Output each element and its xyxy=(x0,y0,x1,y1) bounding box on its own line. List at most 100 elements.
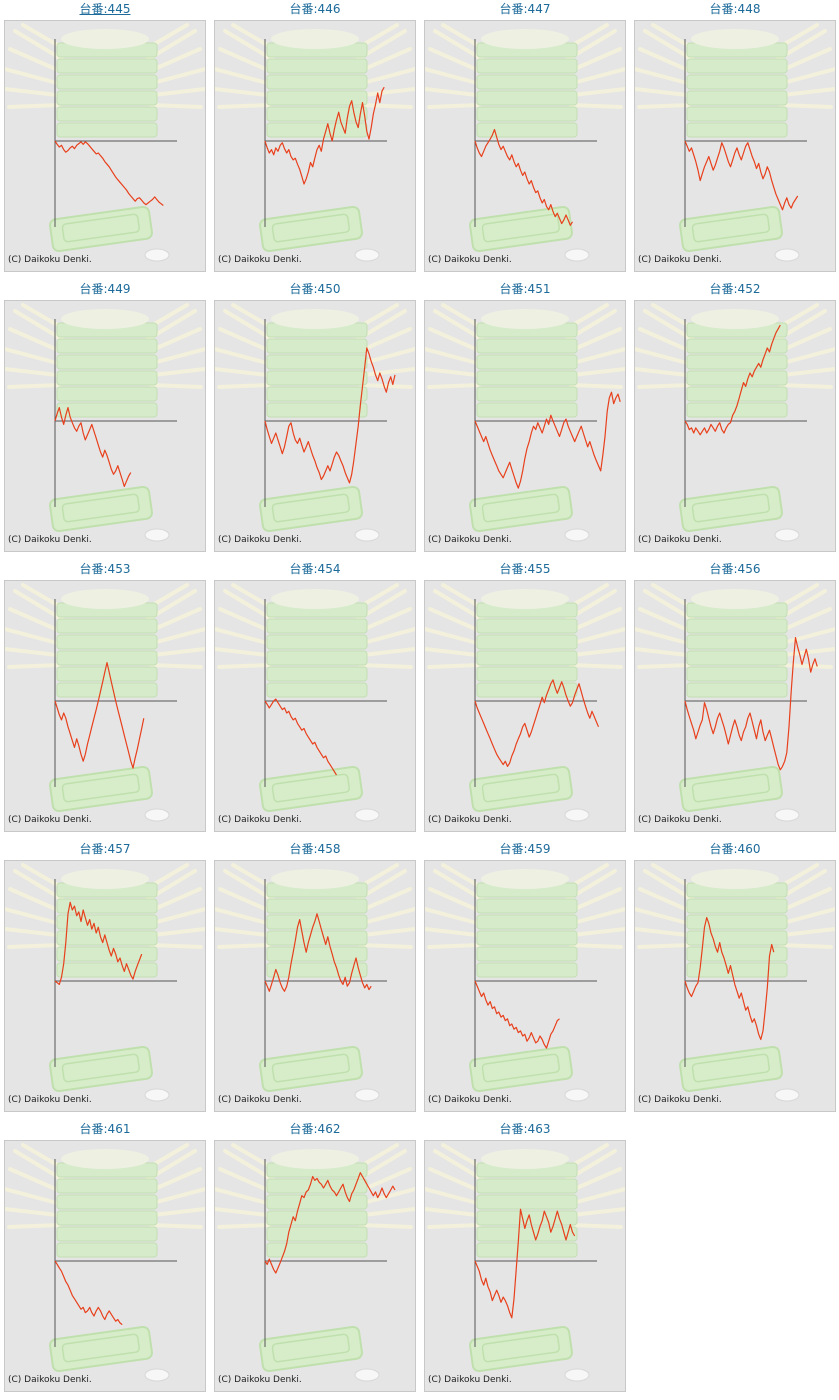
copyright-text: (C) Daikoku Denki. xyxy=(428,535,512,545)
machine-number-link[interactable]: 台番:446 xyxy=(289,2,341,16)
slump-graph-svg xyxy=(215,1141,415,1391)
slump-graph[interactable]: (C) Daikoku Denki. xyxy=(4,580,206,832)
slump-series-line xyxy=(474,128,574,226)
pachinko-tray-decor xyxy=(469,869,590,1102)
copyright-text: (C) Daikoku Denki. xyxy=(218,535,302,545)
copyright-text: (C) Daikoku Denki. xyxy=(638,1095,722,1105)
machine-card: 台番:462 (C) Daikoku Denki. xyxy=(210,1120,420,1400)
copyright-text: (C) Daikoku Denki. xyxy=(428,1375,512,1385)
machine-card: 台番:449 (C) Daikoku Denki. xyxy=(0,280,210,560)
slump-series-line xyxy=(54,661,145,769)
machine-card: 台番:457 (C) Daikoku Denki. xyxy=(0,840,210,1120)
slump-graph-svg xyxy=(215,861,415,1111)
machine-card: 台番:445 (C) Daikoku Denki. xyxy=(0,0,210,280)
pachinko-tray-decor xyxy=(259,309,380,542)
machine-number-link[interactable]: 台番:453 xyxy=(79,562,131,576)
machine-card: 台番:456 (C) Daikoku Denki. xyxy=(630,560,839,840)
copyright-text: (C) Daikoku Denki. xyxy=(428,255,512,265)
slump-graph[interactable]: (C) Daikoku Denki. xyxy=(214,1140,416,1392)
slump-graph[interactable]: (C) Daikoku Denki. xyxy=(424,20,626,272)
slump-graph[interactable]: (C) Daikoku Denki. xyxy=(4,860,206,1112)
slump-series-line xyxy=(54,140,164,206)
pachinko-tray-decor xyxy=(679,309,800,542)
machine-number-link[interactable]: 台番:447 xyxy=(499,2,551,16)
light-rays-decor xyxy=(425,583,625,822)
machine-number-link[interactable]: 台番:459 xyxy=(499,842,551,856)
copyright-text: (C) Daikoku Denki. xyxy=(218,1375,302,1385)
copyright-text: (C) Daikoku Denki. xyxy=(218,1095,302,1105)
pachinko-tray-decor xyxy=(679,869,800,1102)
slump-graph-svg xyxy=(425,581,625,831)
slump-graph[interactable]: (C) Daikoku Denki. xyxy=(424,860,626,1112)
slump-graph-svg xyxy=(425,1141,625,1391)
pachinko-tray-decor xyxy=(49,29,170,262)
machine-number-link[interactable]: 台番:463 xyxy=(499,1122,551,1136)
slump-graph[interactable]: (C) Daikoku Denki. xyxy=(4,1140,206,1392)
light-rays-decor xyxy=(635,303,835,542)
machine-number-link[interactable]: 台番:455 xyxy=(499,562,551,576)
copyright-text: (C) Daikoku Denki. xyxy=(218,255,302,265)
slump-graph[interactable]: (C) Daikoku Denki. xyxy=(424,1140,626,1392)
slump-graph-svg xyxy=(215,21,415,271)
light-rays-decor xyxy=(635,583,835,822)
machine-number-link[interactable]: 台番:452 xyxy=(709,282,761,296)
pachinko-tray-decor xyxy=(259,1149,380,1382)
slump-graph[interactable]: (C) Daikoku Denki. xyxy=(214,580,416,832)
slump-graph-svg xyxy=(635,21,835,271)
machine-number-link[interactable]: 台番:449 xyxy=(79,282,131,296)
slump-graph-svg xyxy=(425,21,625,271)
machine-number-link[interactable]: 台番:451 xyxy=(499,282,551,296)
machine-number-link[interactable]: 台番:456 xyxy=(709,562,761,576)
slump-graph-svg xyxy=(635,301,835,551)
machine-card: 台番:459 (C) Daikoku Denki. xyxy=(420,840,630,1120)
slump-series-line xyxy=(264,347,396,484)
light-rays-decor xyxy=(5,1143,205,1382)
pachinko-tray-decor xyxy=(469,29,590,262)
light-rays-decor xyxy=(5,23,205,262)
slump-series-line xyxy=(684,916,775,1041)
slump-graph-svg xyxy=(5,581,205,831)
slump-graph[interactable]: (C) Daikoku Denki. xyxy=(4,300,206,552)
machine-card: 台番:448 (C) Daikoku Denki. xyxy=(630,0,839,280)
machine-number-link[interactable]: 台番:458 xyxy=(289,842,341,856)
slump-graph[interactable]: (C) Daikoku Denki. xyxy=(634,300,836,552)
slump-graph-svg xyxy=(215,581,415,831)
slump-series-line xyxy=(54,406,132,487)
slump-graph-svg xyxy=(215,301,415,551)
machine-number-link[interactable]: 台番:445 xyxy=(79,2,131,16)
slump-series-line xyxy=(474,679,600,767)
machine-number-link[interactable]: 台番:454 xyxy=(289,562,341,576)
slump-graph[interactable]: (C) Daikoku Denki. xyxy=(214,300,416,552)
pachinko-tray-decor xyxy=(469,309,590,542)
machine-number-link[interactable]: 台番:461 xyxy=(79,1122,131,1136)
pachinko-tray-decor xyxy=(259,589,380,822)
machine-number-link[interactable]: 台番:448 xyxy=(709,2,761,16)
slump-graph[interactable]: (C) Daikoku Denki. xyxy=(424,580,626,832)
light-rays-decor xyxy=(215,583,415,822)
slump-graph[interactable]: (C) Daikoku Denki. xyxy=(634,20,836,272)
machine-number-link[interactable]: 台番:462 xyxy=(289,1122,341,1136)
copyright-text: (C) Daikoku Denki. xyxy=(638,255,722,265)
slump-graph[interactable]: (C) Daikoku Denki. xyxy=(634,860,836,1112)
slump-series-line xyxy=(684,140,799,211)
slump-graph[interactable]: (C) Daikoku Denki. xyxy=(4,20,206,272)
machine-number-link[interactable]: 台番:460 xyxy=(709,842,761,856)
machine-card: 台番:453 (C) Daikoku Denki. xyxy=(0,560,210,840)
slump-series-line xyxy=(264,913,372,992)
machine-card: 台番:446 (C) Daikoku Denki. xyxy=(210,0,420,280)
copyright-text: (C) Daikoku Denki. xyxy=(638,815,722,825)
slump-graph[interactable]: (C) Daikoku Denki. xyxy=(214,20,416,272)
slump-graph-svg xyxy=(5,301,205,551)
machine-number-link[interactable]: 台番:457 xyxy=(79,842,131,856)
machine-card: 台番:458 (C) Daikoku Denki. xyxy=(210,840,420,1120)
slump-graph-svg xyxy=(5,1141,205,1391)
slump-graph[interactable]: (C) Daikoku Denki. xyxy=(214,860,416,1112)
pachinko-tray-decor xyxy=(679,29,800,262)
slump-graph[interactable]: (C) Daikoku Denki. xyxy=(424,300,626,552)
slump-graph[interactable]: (C) Daikoku Denki. xyxy=(634,580,836,832)
light-rays-decor xyxy=(425,303,625,542)
machine-number-link[interactable]: 台番:450 xyxy=(289,282,341,296)
slump-graph-svg xyxy=(5,861,205,1111)
machine-card: 台番:461 (C) Daikoku Denki. xyxy=(0,1120,210,1400)
light-rays-decor xyxy=(215,1143,415,1382)
